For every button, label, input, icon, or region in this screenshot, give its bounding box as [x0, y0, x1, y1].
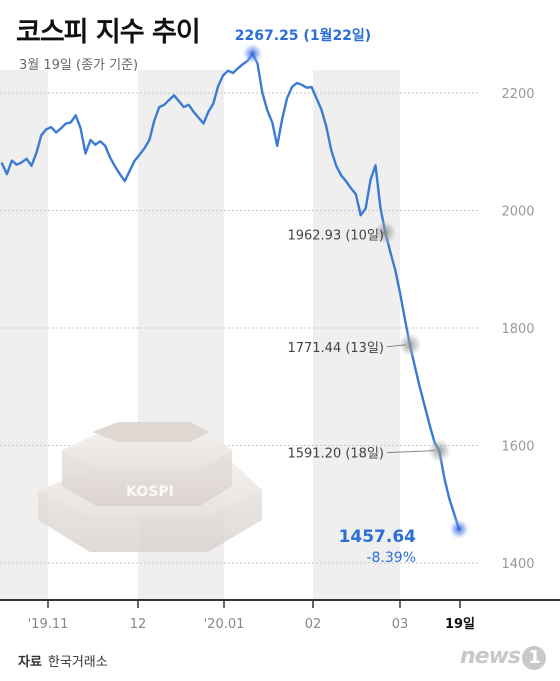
source-label: 자료	[18, 655, 42, 670]
point-label: 1771.44 (13일)	[287, 341, 384, 356]
point-label: 1962.93 (10일)	[287, 228, 384, 243]
callout-leader	[381, 231, 388, 235]
y-tick-label: 1400	[501, 557, 534, 572]
month-bands	[0, 70, 400, 600]
peak-label: 2267.25 (1월22일)	[235, 27, 371, 44]
x-tick-label: 12	[130, 617, 147, 632]
kospi-engraving: KOSPI	[126, 484, 174, 500]
y-tick-label: 1600	[501, 440, 534, 455]
last-value-label: 1457.64	[339, 527, 417, 547]
y-tick-label: 2200	[501, 87, 534, 102]
chart-title: 코스피 지수 추이	[16, 17, 201, 48]
logo-badge: 1	[522, 646, 546, 670]
change-label: -8.39%	[366, 550, 416, 566]
y-tick-label: 1800	[501, 322, 534, 337]
x-tick-label: '19.11	[28, 617, 69, 632]
highlight-marker	[241, 42, 264, 65]
point-label: 1591.20 (18일)	[287, 447, 384, 462]
logo-text: news	[459, 644, 521, 669]
x-axis: '19.11 12 '20.01 02 03 19일	[0, 599, 560, 632]
x-tick-label: 03	[392, 617, 409, 632]
point-marker	[426, 437, 453, 464]
point-marker	[372, 219, 399, 246]
news1-logo: news 1	[460, 644, 546, 670]
source-value: 한국거래소	[47, 655, 108, 670]
highlight-marker	[448, 518, 470, 541]
y-tick-label: 2000	[501, 205, 534, 220]
x-tick-label: '20.01	[204, 617, 245, 632]
y-axis: 1400 1600 1800 2000 2200	[501, 87, 534, 572]
point-marker	[396, 331, 423, 358]
annotated-points: 2267.25 (1월22일) 1962.93 (10일) 1771.44 (13일…	[235, 27, 470, 566]
chart-subtitle: 3월 19일 (종가 기준)	[19, 58, 139, 73]
callout-leader	[386, 450, 436, 454]
source-credit: 자료 한국거래소	[18, 651, 108, 670]
callout-leader	[386, 344, 406, 348]
month-band	[313, 70, 400, 600]
x-tick-label: 02	[305, 617, 322, 632]
kospi-pedestal-illustration: KOSPI	[38, 422, 262, 552]
x-tick-label: 19일	[445, 617, 475, 632]
